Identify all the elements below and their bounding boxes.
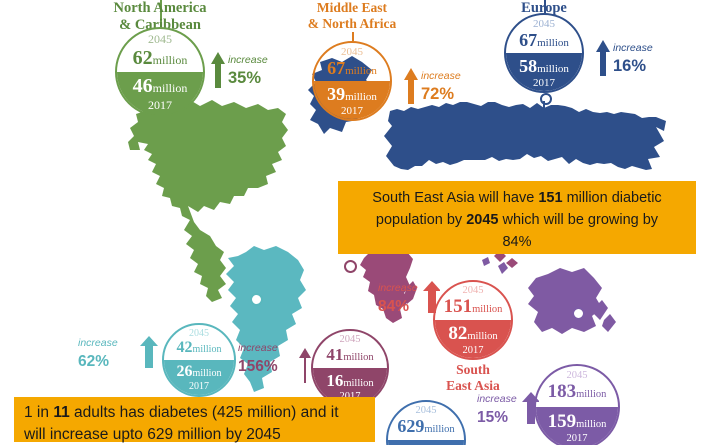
svg-text:72%: 72%: [421, 85, 454, 103]
svg-text:increase: increase: [421, 70, 461, 82]
svg-text:increase: increase: [78, 337, 118, 349]
svg-text:increase: increase: [477, 393, 517, 405]
svg-text:35%: 35%: [228, 69, 261, 87]
svg-text:62%: 62%: [78, 353, 109, 370]
svg-text:increase: increase: [238, 342, 278, 354]
svg-text:increase: increase: [378, 282, 418, 294]
svg-text:increase: increase: [228, 54, 268, 66]
svg-text:84%: 84%: [378, 298, 409, 315]
svg-text:15%: 15%: [477, 409, 508, 426]
svg-text:increase: increase: [613, 42, 653, 54]
svg-text:16%: 16%: [613, 57, 646, 75]
svg-text:156%: 156%: [238, 358, 278, 375]
